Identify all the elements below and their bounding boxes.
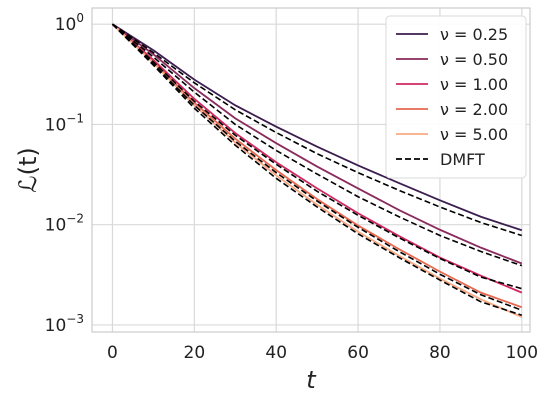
legend-box — [385, 15, 527, 179]
x-tick-label: 20 — [184, 343, 206, 363]
y-tick-base: 10 — [55, 15, 77, 35]
legend: ν = 0.25 ν = 0.50 ν = 1.00 ν = 2.00 ν = 5.00… — [385, 15, 527, 179]
y-tick-label: 10−2 — [45, 212, 84, 236]
series-line-dmft — [111, 23, 523, 312]
legend-label: ν = 0.50 — [440, 50, 508, 69]
y-axis-label: ℒ(t) — [14, 147, 42, 192]
plot-frame — [91, 7, 531, 333]
y-tick-exponent: −2 — [66, 212, 84, 226]
x-tick-label: 100 — [506, 343, 538, 363]
y-tick-exponent: 0 — [76, 11, 84, 25]
y-tick-base: 10 — [45, 216, 67, 236]
series-line-dmft — [111, 23, 523, 316]
x-axis-label: t — [306, 366, 317, 394]
y-tick-label: 10−3 — [45, 312, 84, 336]
y-tick-base: 10 — [45, 316, 67, 336]
series-line-dmft — [111, 23, 523, 267]
series-line-0-25 — [111, 23, 523, 232]
legend-label: ν = 5.00 — [440, 125, 508, 144]
plot-series — [111, 23, 523, 318]
series-line-dmft — [112, 23, 523, 237]
y-tick-exponent: −3 — [66, 312, 84, 326]
x-tick-label: 0 — [107, 343, 118, 363]
legend-label: ν = 1.00 — [440, 75, 508, 94]
series-line-dmft — [111, 23, 523, 290]
legend-label: ν = 2.00 — [440, 100, 508, 119]
x-tick-label: 40 — [265, 343, 287, 363]
y-tick-base: 10 — [45, 115, 67, 135]
legend-label: DMFT — [440, 150, 485, 169]
series-line-0-50 — [111, 23, 523, 265]
legend-label: ν = 0.25 — [440, 25, 508, 44]
y-tick-exponent: −1 — [66, 111, 84, 125]
y-tick-label: 10−1 — [45, 111, 84, 135]
x-tick-label: 60 — [347, 343, 369, 363]
y-tick-label: 100 — [55, 11, 84, 35]
x-tick-label: 80 — [429, 343, 451, 363]
series-line-1-00 — [111, 23, 523, 294]
